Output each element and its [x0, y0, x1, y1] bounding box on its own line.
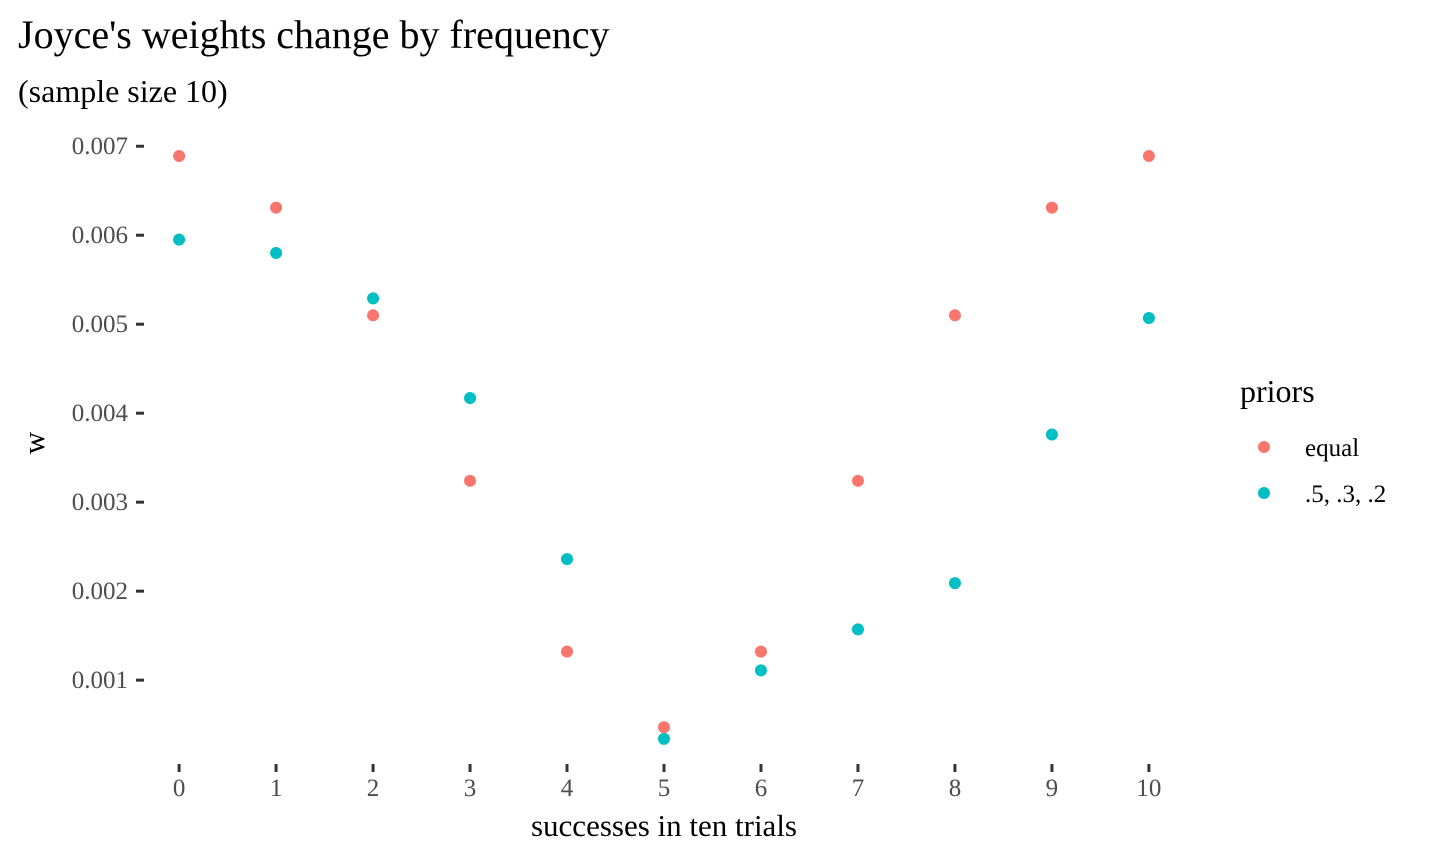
x-tick-label: 2: [367, 775, 380, 802]
data-point-series-2: [851, 623, 864, 636]
data-point-series-2: [658, 732, 670, 745]
data-point-series-2: [561, 553, 574, 566]
x-tick-label: 4: [561, 775, 574, 802]
x-tick-label: 6: [755, 775, 768, 802]
data-point-series-2: [173, 233, 186, 246]
x-tick-label: 1: [270, 775, 283, 802]
x-tick-label: 0: [173, 775, 186, 802]
data-point-series-2: [754, 664, 767, 677]
y-tick-label: 0.005: [72, 311, 128, 338]
legend-title: priors: [1240, 373, 1315, 409]
data-point-series-1: [270, 201, 283, 214]
data-point-series-2: [464, 392, 477, 405]
y-tick-label: 0.007: [72, 133, 128, 160]
data-point-series-2: [948, 577, 961, 590]
x-tick-label: 5: [658, 775, 671, 802]
x-tick-label: 8: [949, 775, 962, 802]
data-point-series-1: [464, 474, 477, 487]
data-point-series-1: [173, 150, 186, 163]
data-point-series-2: [1142, 311, 1155, 324]
y-tick-label: 0.002: [72, 578, 128, 605]
data-point-series-1: [851, 474, 864, 487]
x-tick-label: 7: [852, 775, 865, 802]
y-axis-title: w: [16, 431, 51, 454]
data-points: [173, 150, 1155, 745]
legend-key-series-2: [1258, 487, 1270, 499]
x-tick-label: 10: [1136, 775, 1161, 802]
x-axis: 0 1 2 3 4 5 6 7 8 9 10: [173, 764, 1161, 802]
y-axis: 0.001 0.002 0.003 0.004 0.005 0.006 0.007: [72, 133, 144, 694]
data-point-series-1: [561, 645, 574, 658]
x-tick-label: 3: [464, 775, 477, 802]
legend-key-series-1: [1258, 441, 1270, 453]
data-point-series-1: [948, 309, 961, 322]
y-tick-label: 0.001: [72, 667, 128, 694]
x-tick-label: 9: [1046, 775, 1059, 802]
data-point-series-1: [658, 721, 670, 734]
legend: priors equal .5, .3, .2: [1240, 373, 1386, 508]
data-point-series-2: [367, 292, 380, 305]
chart-title: Joyce's weights change by frequency: [18, 12, 609, 57]
legend-label-series-1: equal: [1305, 435, 1359, 462]
data-point-series-2: [1045, 428, 1058, 441]
y-tick-label: 0.003: [72, 489, 128, 516]
data-point-series-1: [1142, 150, 1155, 163]
chart-subtitle: (sample size 10): [18, 73, 228, 109]
data-point-series-1: [754, 645, 767, 658]
y-tick-label: 0.004: [72, 400, 129, 427]
data-point-series-2: [270, 247, 283, 260]
legend-label-series-2: .5, .3, .2: [1305, 481, 1386, 508]
x-axis-title: successes in ten trials: [531, 808, 797, 843]
data-point-series-1: [367, 309, 380, 322]
y-tick-label: 0.006: [72, 222, 128, 249]
data-point-series-1: [1045, 201, 1058, 214]
